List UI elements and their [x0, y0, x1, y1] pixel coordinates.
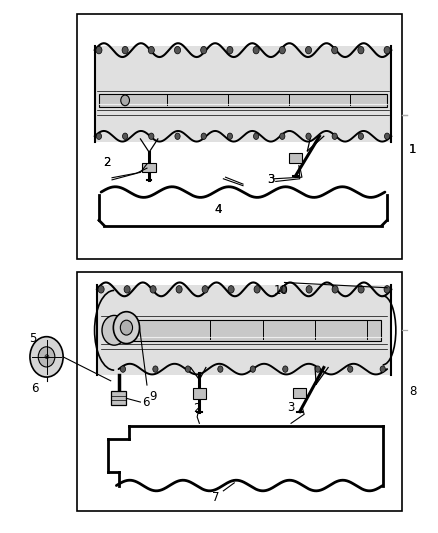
Circle shape [201, 46, 207, 54]
Circle shape [250, 366, 255, 372]
Circle shape [254, 286, 260, 293]
Circle shape [280, 133, 285, 140]
Circle shape [123, 133, 128, 140]
Circle shape [120, 366, 126, 372]
Text: 2: 2 [103, 156, 111, 169]
Circle shape [113, 312, 140, 344]
Text: 4: 4 [215, 203, 222, 215]
Circle shape [384, 286, 390, 293]
Bar [99, 94, 387, 107]
Circle shape [202, 286, 208, 293]
Circle shape [153, 366, 158, 372]
Bar [289, 154, 302, 163]
Circle shape [306, 133, 311, 140]
Circle shape [228, 286, 234, 293]
Circle shape [122, 46, 128, 54]
Text: 2: 2 [193, 402, 200, 415]
Circle shape [358, 133, 364, 140]
Bar [95, 46, 392, 142]
Bar [77, 14, 403, 259]
Text: 5: 5 [29, 332, 36, 345]
Bar [97, 285, 392, 375]
Circle shape [305, 46, 311, 54]
Circle shape [385, 133, 390, 140]
Circle shape [283, 366, 288, 372]
Circle shape [227, 46, 233, 54]
Bar [193, 388, 206, 399]
Circle shape [254, 133, 259, 140]
Text: 3: 3 [267, 173, 274, 187]
Circle shape [280, 286, 286, 293]
Circle shape [253, 46, 259, 54]
Circle shape [121, 95, 130, 106]
Bar [127, 320, 381, 341]
Text: ⊕: ⊕ [44, 354, 49, 360]
Bar [142, 163, 156, 172]
Bar [111, 391, 127, 405]
Circle shape [120, 320, 133, 335]
Circle shape [306, 286, 312, 293]
Text: 2: 2 [103, 156, 111, 169]
Circle shape [38, 347, 55, 367]
Circle shape [315, 366, 321, 372]
Circle shape [96, 133, 102, 140]
Circle shape [176, 286, 182, 293]
Circle shape [332, 286, 338, 293]
Bar [77, 272, 403, 511]
Circle shape [332, 133, 337, 140]
Text: 4: 4 [215, 203, 222, 215]
Circle shape [380, 366, 385, 372]
Circle shape [149, 133, 154, 140]
Text: 10: 10 [274, 284, 289, 297]
Circle shape [96, 46, 102, 54]
Circle shape [201, 133, 206, 140]
Circle shape [384, 46, 390, 54]
Circle shape [98, 286, 104, 293]
Circle shape [358, 286, 364, 293]
Circle shape [30, 337, 63, 377]
Text: 8: 8 [409, 385, 416, 398]
Circle shape [175, 133, 180, 140]
Circle shape [358, 46, 364, 54]
Circle shape [332, 46, 338, 54]
Bar [293, 388, 306, 398]
Circle shape [148, 46, 154, 54]
Text: 1: 1 [409, 143, 417, 156]
Circle shape [150, 286, 156, 293]
Circle shape [227, 133, 233, 140]
Circle shape [218, 366, 223, 372]
Circle shape [174, 46, 180, 54]
Circle shape [279, 46, 286, 54]
Text: 9: 9 [149, 390, 157, 403]
Text: 7: 7 [212, 491, 220, 504]
Text: 6: 6 [143, 395, 150, 409]
Circle shape [102, 316, 127, 345]
Circle shape [348, 366, 353, 372]
Text: 3: 3 [287, 401, 294, 414]
Text: 6: 6 [31, 382, 39, 395]
Text: 3: 3 [267, 173, 274, 187]
Circle shape [124, 286, 130, 293]
Circle shape [185, 366, 191, 372]
Text: 1: 1 [409, 143, 417, 156]
